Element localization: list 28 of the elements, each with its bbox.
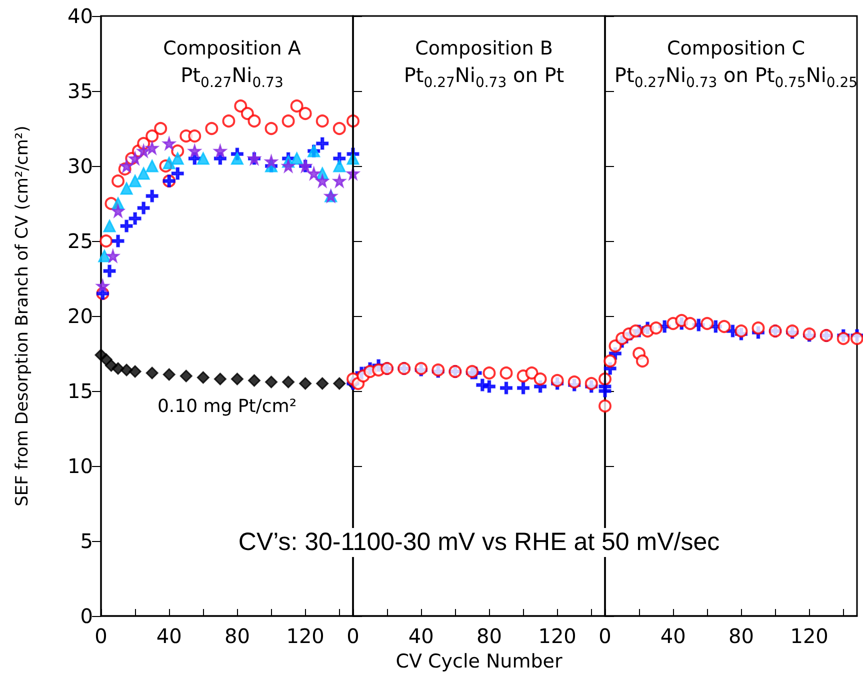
- y-tick-label: 5: [80, 529, 93, 553]
- x-tick-label: 40: [660, 624, 686, 648]
- annotation: 0.10 mg Pt/cm²: [156, 396, 298, 417]
- x-tick-label: 120: [790, 624, 828, 648]
- annotation: CV’s: 30-1100-30 mV vs RHE at 50 mV/sec: [234, 528, 724, 557]
- x-tick-label: 120: [286, 624, 324, 648]
- y-tick-label: 35: [68, 79, 93, 103]
- x-tick-label: 40: [408, 624, 434, 648]
- text: Composition A: [163, 38, 301, 60]
- x-tick-label: 80: [476, 624, 502, 648]
- y-axis-title: SEF from Desorption Branch of CV (cm²/cm²): [12, 126, 32, 506]
- x-tick-label: 40: [156, 624, 182, 648]
- x-tick-label: 0: [346, 624, 360, 648]
- x-tick-label: 0: [94, 624, 108, 648]
- y-tick-label: 25: [68, 229, 93, 253]
- y-tick-label: 15: [68, 379, 93, 403]
- x-tick-label: 120: [538, 624, 576, 648]
- text: Composition C: [667, 38, 805, 60]
- x-tick-label: 80: [224, 624, 250, 648]
- y-tick-label: 20: [68, 304, 93, 328]
- y-tick-label: 10: [68, 454, 93, 478]
- x-tick-label: 0: [598, 624, 612, 648]
- y-tick-label: 0: [80, 604, 93, 628]
- x-tick-label: 80: [728, 624, 754, 648]
- x-axis-title: CV Cycle Number: [396, 650, 562, 672]
- y-tick-label: 40: [68, 4, 93, 28]
- text: Composition B: [415, 38, 553, 60]
- y-tick-label: 30: [68, 154, 93, 178]
